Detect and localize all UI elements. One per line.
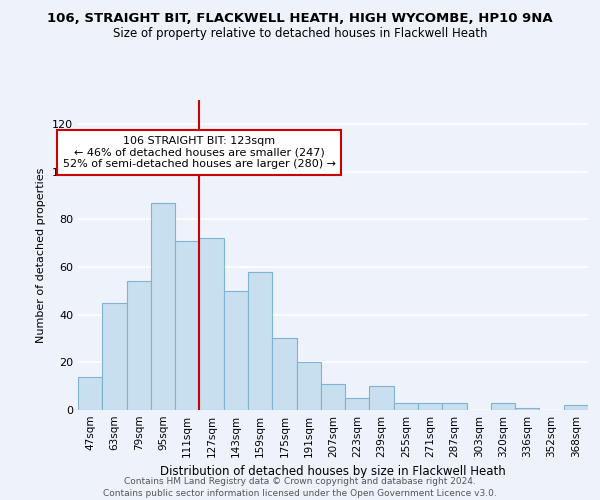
Bar — [78, 376, 102, 410]
Text: Contains HM Land Registry data © Crown copyright and database right 2024.: Contains HM Land Registry data © Crown c… — [124, 478, 476, 486]
Bar — [296, 362, 321, 410]
Text: Size of property relative to detached houses in Flackwell Heath: Size of property relative to detached ho… — [113, 28, 487, 40]
Bar — [442, 403, 467, 410]
Bar — [102, 302, 127, 410]
Text: 106 STRAIGHT BIT: 123sqm
← 46% of detached houses are smaller (247)
52% of semi-: 106 STRAIGHT BIT: 123sqm ← 46% of detach… — [63, 136, 336, 169]
Bar — [272, 338, 296, 410]
Text: 106, STRAIGHT BIT, FLACKWELL HEATH, HIGH WYCOMBE, HP10 9NA: 106, STRAIGHT BIT, FLACKWELL HEATH, HIGH… — [47, 12, 553, 26]
Bar — [564, 405, 588, 410]
Bar — [224, 291, 248, 410]
Bar — [321, 384, 345, 410]
Bar — [248, 272, 272, 410]
Text: Contains public sector information licensed under the Open Government Licence v3: Contains public sector information licen… — [103, 489, 497, 498]
Bar — [127, 281, 151, 410]
Bar — [491, 403, 515, 410]
Bar — [515, 408, 539, 410]
Bar — [345, 398, 370, 410]
Bar — [418, 403, 442, 410]
Bar — [394, 403, 418, 410]
Y-axis label: Number of detached properties: Number of detached properties — [37, 168, 46, 342]
Bar — [199, 238, 224, 410]
X-axis label: Distribution of detached houses by size in Flackwell Heath: Distribution of detached houses by size … — [160, 466, 506, 478]
Bar — [370, 386, 394, 410]
Bar — [151, 202, 175, 410]
Bar — [175, 240, 199, 410]
